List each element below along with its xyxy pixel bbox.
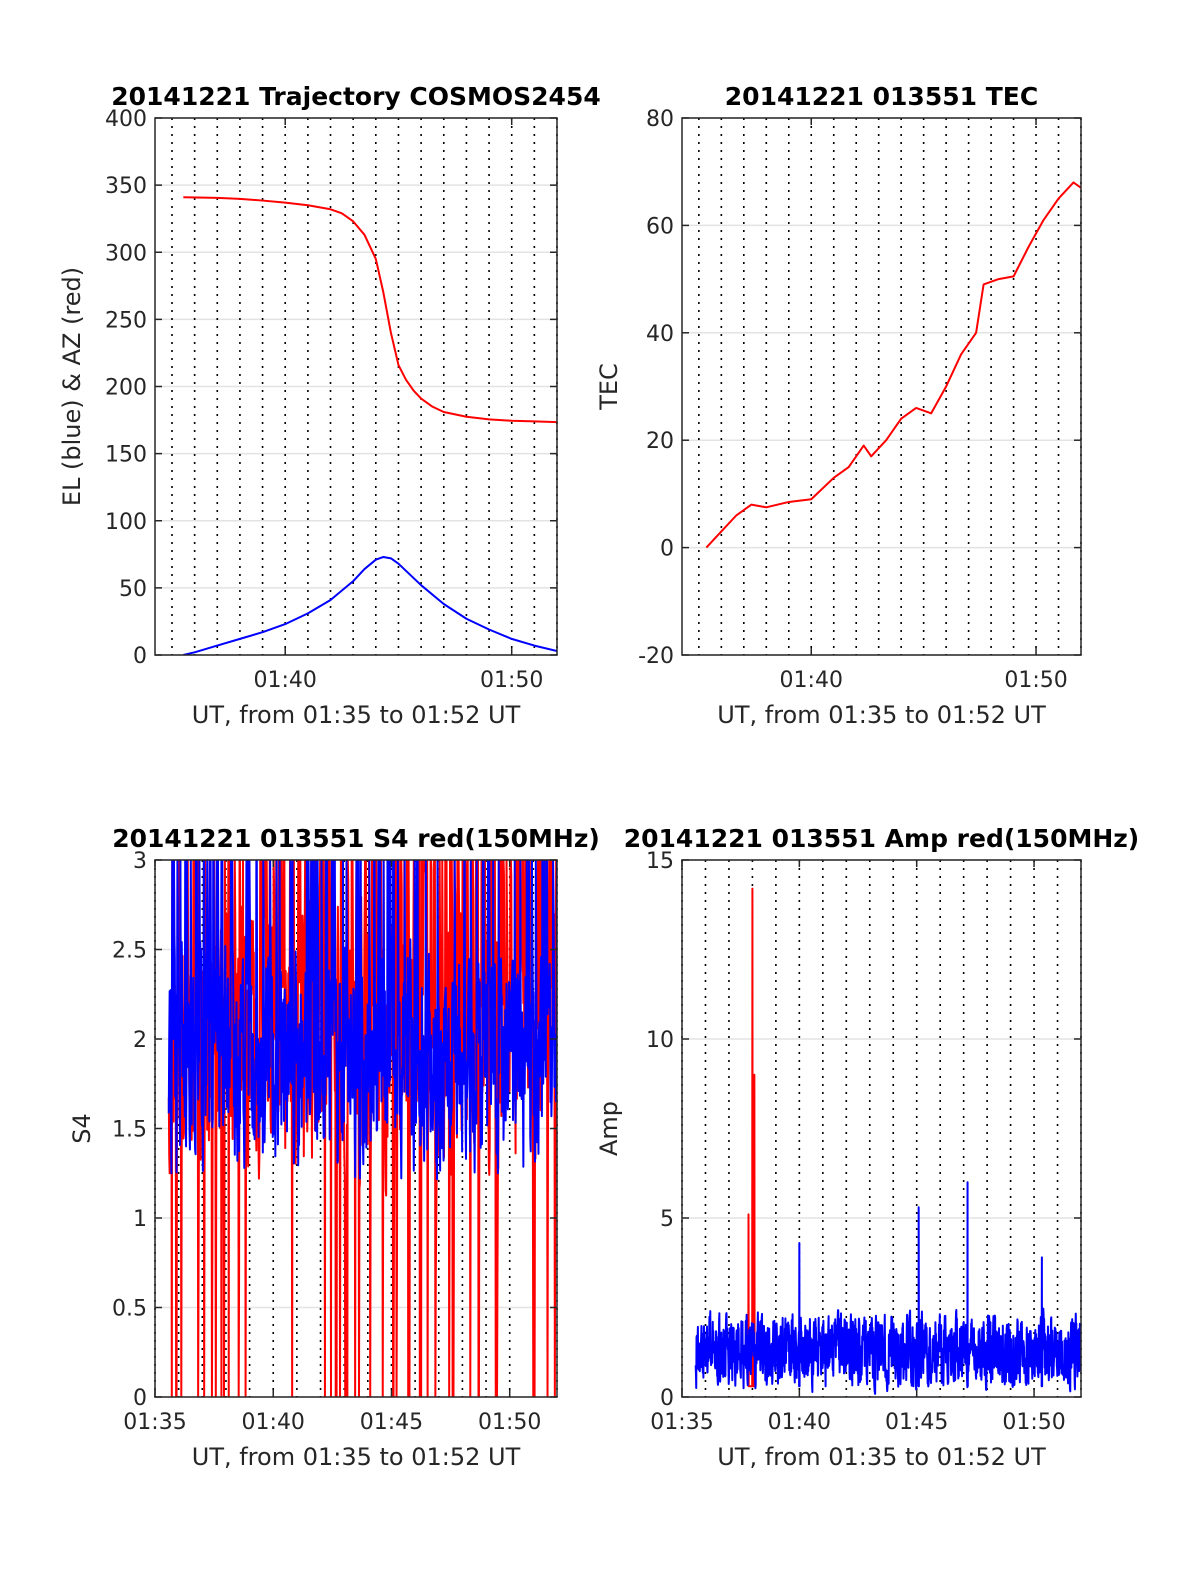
- axes-box: [681, 117, 1082, 656]
- y-tick-label: 2.5: [112, 939, 147, 964]
- x-axis-label: UT, from 01:35 to 01:52 UT: [192, 701, 521, 729]
- chart-title: 20141221 013551 S4 red(150MHz): [112, 824, 600, 853]
- y-tick-label: 400: [105, 107, 147, 132]
- x-tick-label: 01:50: [1002, 1410, 1065, 1435]
- y-tick-label: 50: [119, 577, 147, 602]
- y-tick-label: 1: [133, 1207, 147, 1232]
- y-tick-label: 10: [646, 1028, 674, 1053]
- x-tick-label: 01:45: [360, 1410, 423, 1435]
- y-tick-label: 200: [105, 376, 147, 401]
- chart-panel-4: 0 5 10 15 01:35 01:40 01:45 01:50 20141221 01355…: [595, 824, 1139, 1471]
- x-tick-label: 01:40: [768, 1410, 831, 1435]
- x-tick-label: 01:45: [885, 1410, 948, 1435]
- x-axis-label: UT, from 01:35 to 01:52 UT: [717, 1443, 1046, 1471]
- x-tick-label: 01:50: [1004, 668, 1067, 693]
- series-line-1: [747, 887, 756, 1388]
- series-line-2: [694, 1181, 1081, 1395]
- chart-panel-1: 0 50 100 150 200 250 300 350 400 01:40 01:50 201412…: [58, 82, 601, 729]
- y-axis-label: TEC: [595, 363, 623, 411]
- y-tick-label: 1.5: [112, 1118, 147, 1143]
- chart-title: 20141221 013551 TEC: [725, 82, 1038, 111]
- y-tick-label: -20: [638, 644, 674, 669]
- y-tick-label: 350: [105, 174, 147, 199]
- x-tick-label: 01:50: [478, 1410, 541, 1435]
- y-tick-label: 300: [105, 241, 147, 266]
- y-tick-label: 3: [133, 849, 147, 874]
- y-tick-label: 0: [133, 1386, 147, 1411]
- y-tick-label: 0: [133, 644, 147, 669]
- y-tick-label: 100: [105, 510, 147, 535]
- y-tick-label: 150: [105, 443, 147, 468]
- chart-title: 20141221 013551 Amp red(150MHz): [624, 824, 1140, 853]
- y-tick-label: 2: [133, 1028, 147, 1053]
- y-tick-label: 20: [646, 429, 674, 454]
- y-tick-label: 250: [105, 308, 147, 333]
- y-tick-label: 0: [660, 1386, 674, 1411]
- x-tick-label: 01:40: [242, 1410, 305, 1435]
- y-tick-label: 40: [646, 322, 674, 347]
- y-tick-label: 0.5: [112, 1297, 147, 1322]
- y-axis-label: Amp: [595, 1101, 623, 1156]
- x-axis-label: UT, from 01:35 to 01:52 UT: [192, 1443, 521, 1471]
- axes-box: [681, 859, 1082, 1398]
- x-tick-label: 01:35: [123, 1410, 186, 1435]
- y-tick-label: 15: [646, 849, 674, 874]
- series-line-1: [183, 196, 557, 424]
- chart-panel-3: 0 0.5 1 1.5 2 2.5 3 01:35 01:40 01:45 01:50 2014122…: [68, 824, 600, 1471]
- y-tick-label: 60: [646, 214, 674, 239]
- series-line-2: [183, 556, 557, 655]
- x-tick-label: 01:40: [254, 668, 317, 693]
- x-axis-label: UT, from 01:35 to 01:52 UT: [717, 701, 1046, 729]
- y-tick-label: 5: [660, 1207, 674, 1232]
- x-tick-label: 01:40: [780, 668, 843, 693]
- y-axis-label: EL (blue) & AZ (red): [58, 267, 86, 506]
- chart-panel-2: -20 0 20 40 60 80 01:40 01:50 20141221 013551 TE…: [595, 82, 1082, 729]
- y-tick-label: 0: [660, 537, 674, 562]
- y-axis-label: S4: [68, 1113, 96, 1144]
- x-tick-label: 01:35: [650, 1410, 713, 1435]
- x-tick-label: 01:50: [480, 668, 543, 693]
- chart-title: 20141221 Trajectory COSMOS2454: [111, 82, 601, 111]
- series-line-1: [705, 181, 1081, 549]
- series-line-2: [167, 860, 557, 1181]
- y-tick-label: 80: [646, 107, 674, 132]
